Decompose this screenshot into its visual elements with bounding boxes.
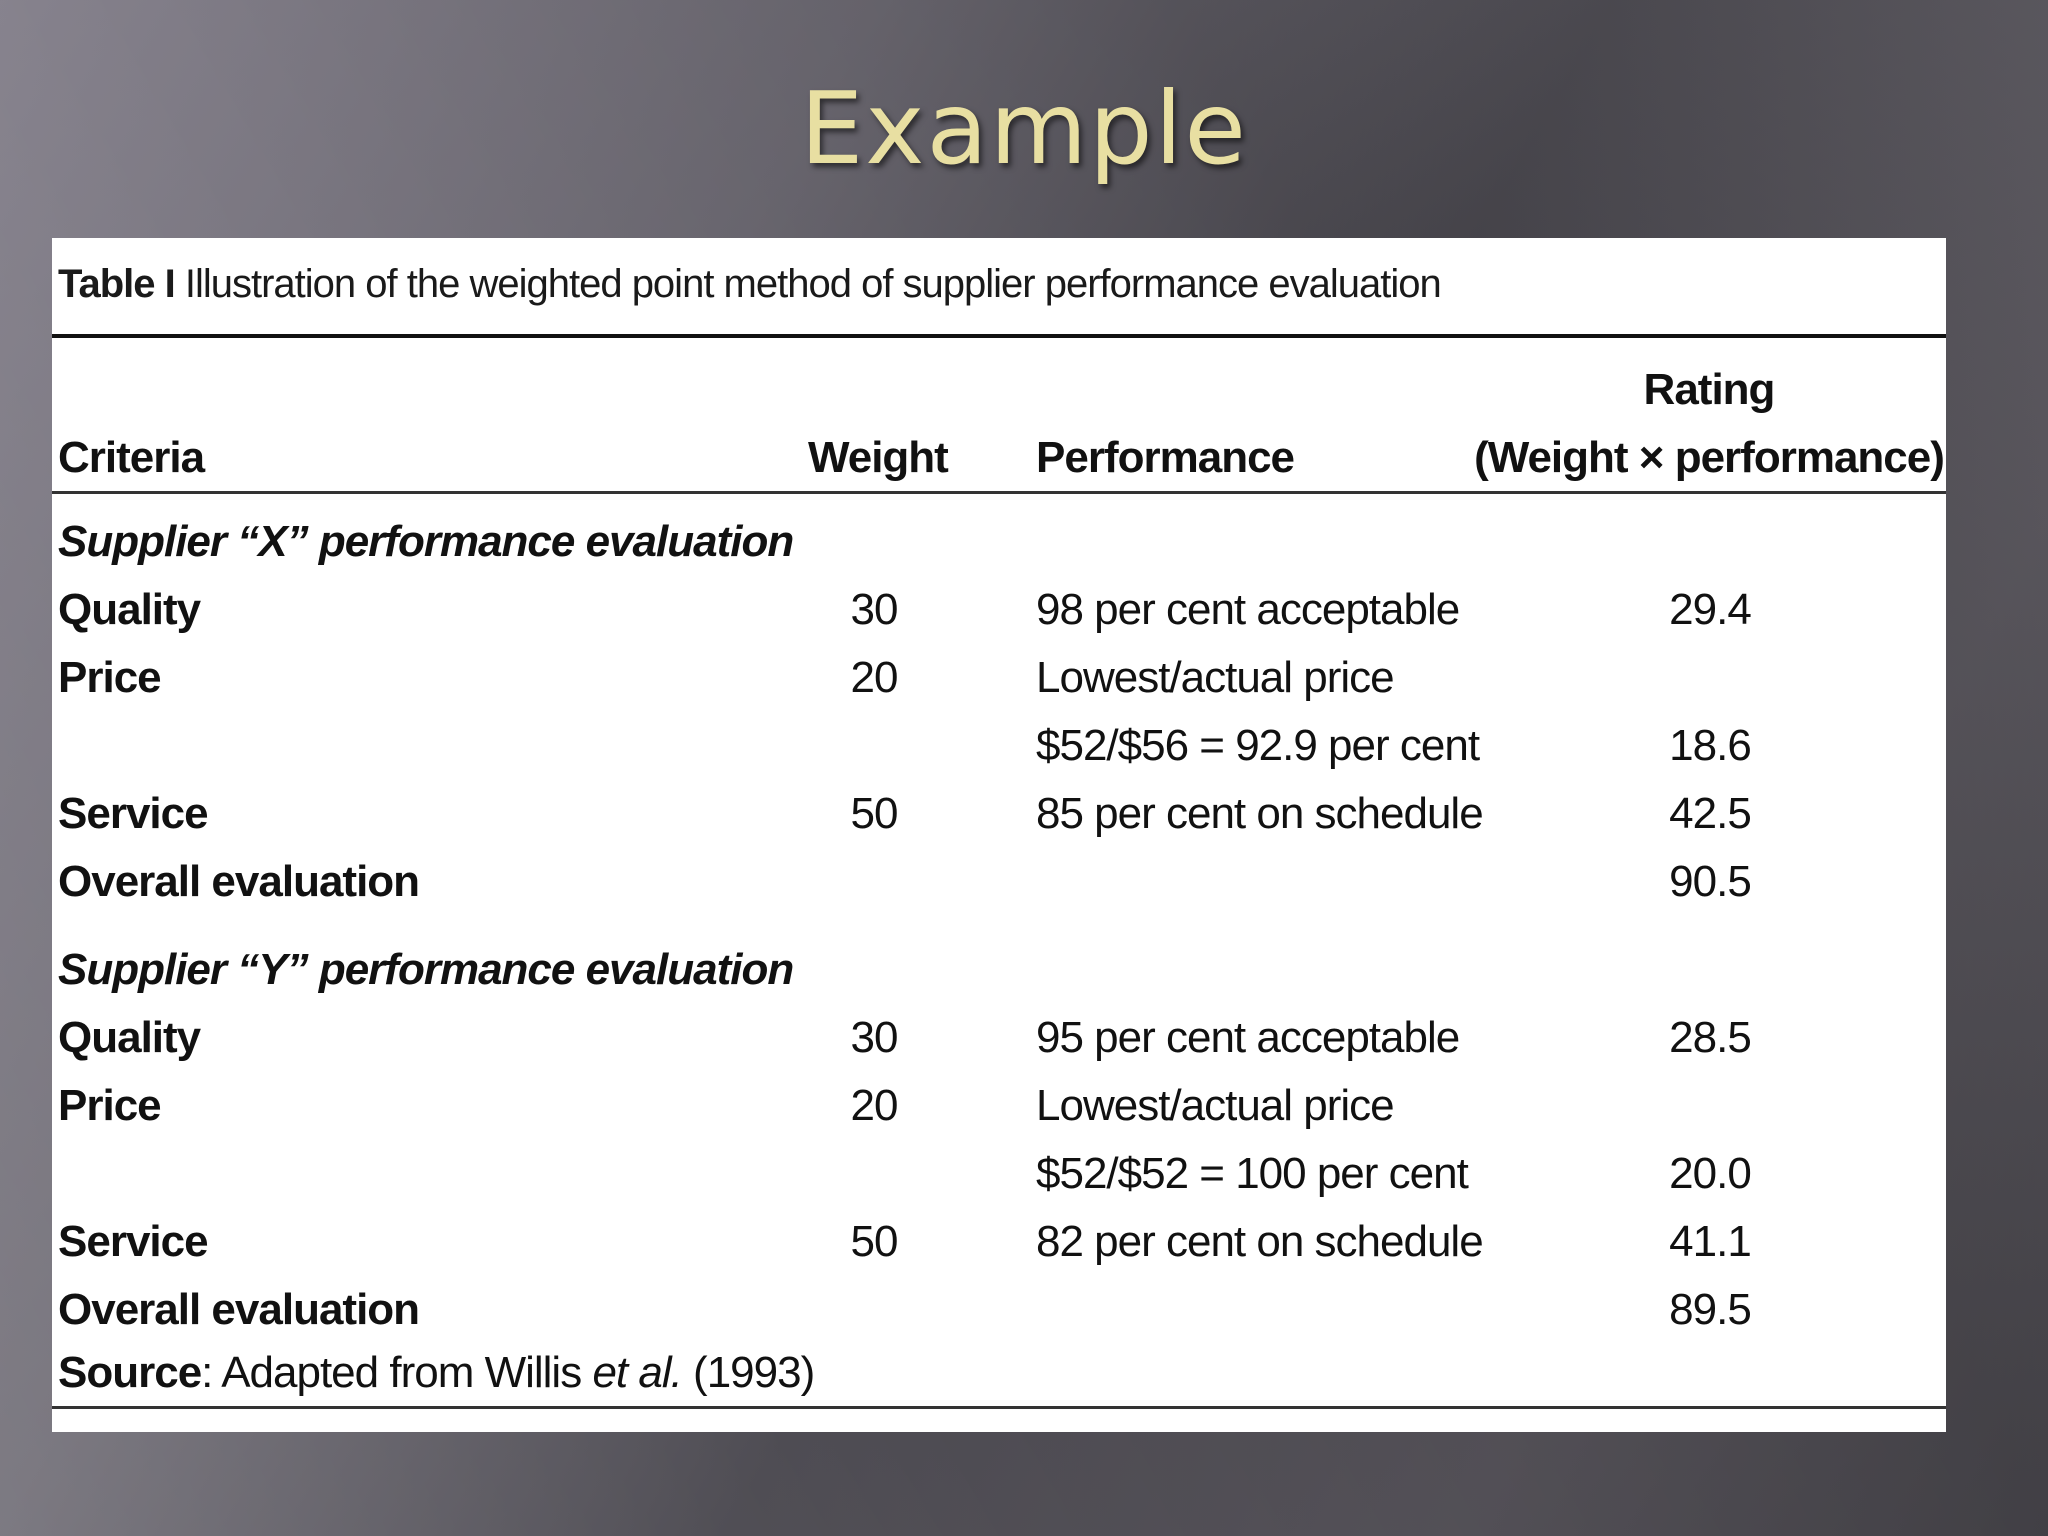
table-row-weight: 20 — [850, 1081, 899, 1130]
supplier-y-heading: Supplier “Y” performance evaluation — [58, 945, 794, 994]
top-rule — [52, 334, 1946, 338]
table-row-rating: 28.5 — [1669, 1013, 1752, 1062]
table-row-rating: 89.5 — [1669, 1285, 1752, 1334]
table-row-weight: 30 — [850, 585, 899, 634]
caption-label: Table I — [58, 262, 176, 306]
table-row-weight: 30 — [850, 1013, 899, 1062]
table-row-criteria: Service — [58, 1217, 209, 1266]
header-rating-formula: (Weight × performance) — [1474, 433, 1945, 482]
slide-title: Example — [800, 70, 1248, 187]
table-row-performance: 98 per cent acceptable — [1036, 585, 1460, 634]
table-row-criteria: Quality — [58, 585, 201, 634]
table-row-rating: 20.0 — [1669, 1149, 1752, 1198]
table-row-criteria: Overall evaluation — [58, 1285, 420, 1334]
table-row-performance: Lowest/actual price — [1036, 1081, 1395, 1130]
supplier-x-heading: Supplier “X” performance evaluation — [58, 517, 794, 566]
table-row-performance: Lowest/actual price — [1036, 653, 1395, 702]
table-row-performance-detail: $52/$52 = 100 per cent — [1036, 1149, 1469, 1198]
source-year: (1993) — [681, 1348, 815, 1397]
header-criteria: Criteria — [58, 433, 205, 482]
table-row-weight: 50 — [850, 1217, 899, 1266]
header-weight: Weight — [808, 433, 949, 482]
source-italic: et al. — [592, 1348, 682, 1397]
table-row-performance: 85 per cent on schedule — [1036, 789, 1484, 838]
table-row-rating: 90.5 — [1669, 857, 1752, 906]
table-row-criteria: Service — [58, 789, 209, 838]
table-row-criteria: Price — [58, 653, 162, 702]
header-performance: Performance — [1036, 433, 1295, 482]
table-row-rating: 41.1 — [1669, 1217, 1752, 1266]
table-row-rating: 42.5 — [1669, 789, 1752, 838]
bottom-rule — [52, 1406, 1946, 1409]
header-rating: Rating — [1643, 365, 1776, 414]
table-panel: Table I Illustration of the weighted poi… — [52, 238, 1946, 1432]
table-row-weight: 20 — [850, 653, 899, 702]
source-label: Source — [58, 1348, 202, 1397]
table-row-criteria: Quality — [58, 1013, 201, 1062]
table-source: Source: Adapted from Willis et al. (1993… — [58, 1348, 815, 1398]
caption-text: Illustration of the weighted point metho… — [174, 262, 1442, 306]
table-row-weight: 50 — [850, 789, 899, 838]
source-text: : Adapted from Willis — [201, 1348, 593, 1397]
table-row-criteria: Overall evaluation — [58, 857, 420, 906]
table-row-rating: 18.6 — [1669, 721, 1752, 770]
table-row-performance: 82 per cent on schedule — [1036, 1217, 1484, 1266]
table-row-rating: 29.4 — [1669, 585, 1752, 634]
header-rule — [52, 491, 1946, 494]
table-row-performance: 95 per cent acceptable — [1036, 1013, 1460, 1062]
table-row-performance-detail: $52/$56 = 92.9 per cent — [1036, 721, 1480, 770]
table-row-criteria: Price — [58, 1081, 162, 1130]
table-caption: Table I Illustration of the weighted poi… — [58, 262, 1442, 307]
